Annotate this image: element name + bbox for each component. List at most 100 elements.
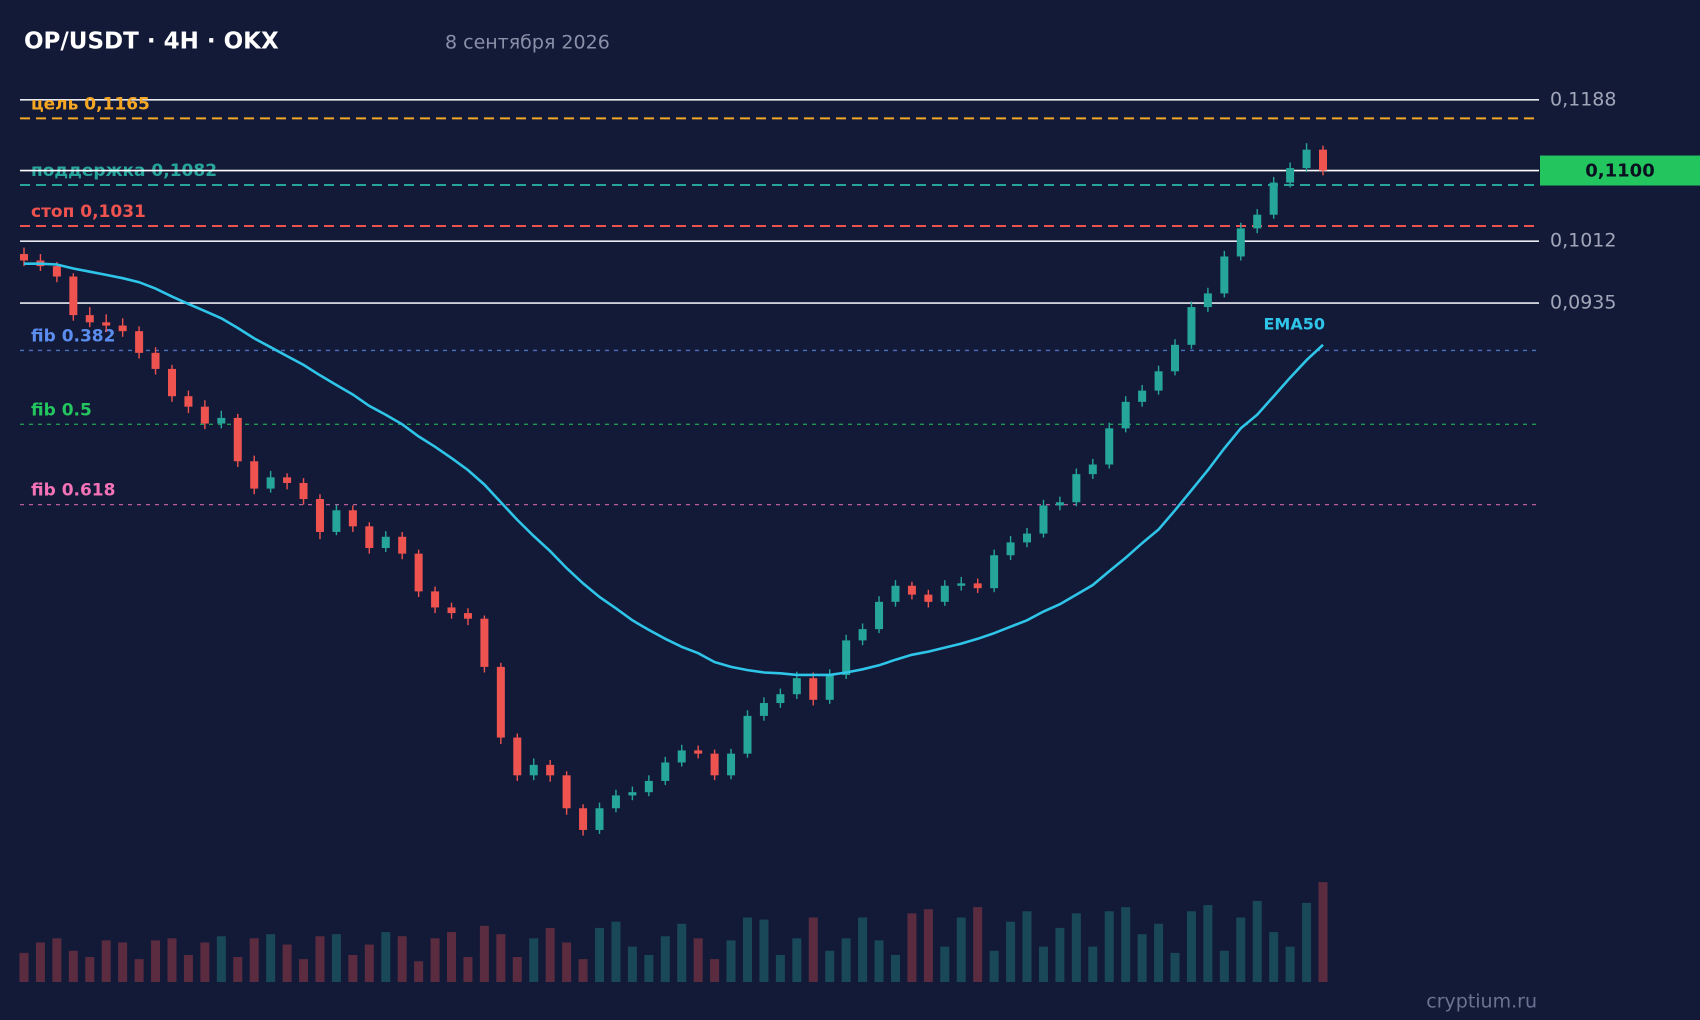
volume-bar <box>1154 923 1164 982</box>
volume-bar <box>1252 900 1262 982</box>
candle-body <box>266 477 275 489</box>
candle-body <box>1253 214 1262 229</box>
volume-bar <box>1022 911 1032 982</box>
candle-body <box>727 753 736 776</box>
volume-bar <box>1186 911 1196 982</box>
volume-bar <box>907 913 917 982</box>
volume-bar <box>414 961 424 982</box>
chart-title: OP/USDT · 4H · OKX <box>24 29 279 55</box>
candle-body <box>842 640 851 675</box>
candle-body <box>283 477 292 483</box>
candle-body <box>20 254 28 261</box>
volume-bar <box>578 959 588 982</box>
volume-bar <box>874 940 884 982</box>
candle-body <box>85 315 94 323</box>
candle-body <box>809 678 818 700</box>
volume-bar <box>808 917 818 982</box>
volume-bar <box>19 952 29 982</box>
candle-body <box>414 553 423 592</box>
candle-body <box>1088 464 1097 475</box>
volume-bar <box>858 917 868 982</box>
volume-bar <box>677 923 687 982</box>
volume-bar <box>1318 882 1328 982</box>
candle-body <box>496 666 505 738</box>
candle-body <box>447 607 456 614</box>
volume-bar <box>940 946 950 982</box>
candle-body <box>299 482 308 500</box>
volume-bar <box>348 954 358 982</box>
volume-bar <box>315 936 325 982</box>
candle-body <box>431 591 440 608</box>
volume-bar <box>1219 950 1229 982</box>
volume-bar <box>742 917 752 982</box>
volume-bar <box>52 938 62 982</box>
candle-body <box>151 352 160 369</box>
volume-bar <box>200 942 210 982</box>
candle-body <box>743 715 752 754</box>
candle-body <box>217 417 226 424</box>
volume-bar <box>1038 946 1048 982</box>
volume-bar <box>299 959 309 982</box>
volume-bar <box>1006 921 1016 982</box>
candle-body <box>1039 505 1048 534</box>
volume-bar <box>627 946 637 982</box>
volume-bar <box>989 950 999 982</box>
volume-bar <box>85 957 95 982</box>
candle-body <box>398 536 407 554</box>
candle-body <box>200 406 209 424</box>
volume-bar <box>282 944 292 982</box>
volume-bar <box>841 938 851 982</box>
y-tick-label: 0,0935 <box>1550 292 1616 314</box>
volume-bar <box>660 936 670 982</box>
volume-bar <box>1071 913 1081 982</box>
candle-body <box>480 618 489 667</box>
volume-bar <box>973 907 983 982</box>
candle-body <box>611 795 620 809</box>
candle-body <box>957 583 966 586</box>
candle-body <box>875 601 884 630</box>
candle-body <box>1072 474 1081 503</box>
candle-body <box>184 396 193 407</box>
candle-body <box>167 368 176 397</box>
volume-bar <box>1203 905 1213 982</box>
volume-bar <box>397 936 407 982</box>
volume-bar <box>68 950 78 982</box>
candle-body <box>1203 293 1212 308</box>
volume-bar <box>956 917 966 982</box>
volume-bar <box>710 959 720 982</box>
candle-body <box>1220 256 1229 294</box>
candle-body <box>990 555 999 589</box>
candle-body <box>52 266 61 277</box>
volume-bar <box>101 940 111 982</box>
volume-bar <box>216 936 226 982</box>
volume-bar <box>595 927 605 982</box>
level-label: fib 0.618 <box>31 481 115 501</box>
volume-bar <box>151 940 161 982</box>
volume-bar <box>167 938 177 982</box>
volume-bar <box>1088 946 1098 982</box>
volume-bar <box>1269 932 1279 982</box>
candle-body <box>381 536 390 549</box>
candle-body <box>694 750 703 754</box>
volume-bar <box>759 919 769 982</box>
level-label: fib 0.5 <box>31 400 92 420</box>
volume-bar <box>134 959 144 982</box>
last-price-label: 0,1100 <box>1585 161 1654 182</box>
chart-subtitle: 8 сентября 2026 <box>445 32 610 54</box>
volume-bar <box>726 940 736 982</box>
candle-body <box>891 585 900 602</box>
candle-body <box>1138 390 1147 402</box>
volume-bar <box>447 932 457 982</box>
ema-line <box>24 262 1324 677</box>
candle-body <box>529 764 538 776</box>
volume-bar <box>1302 902 1312 982</box>
candle-body <box>315 499 324 532</box>
level-label: стоп 0,1031 <box>31 202 146 222</box>
volume-bar <box>1137 934 1147 982</box>
candle-body <box>825 674 834 700</box>
volume-bar <box>35 942 45 982</box>
volume-bar <box>183 954 193 982</box>
volume-bar <box>496 934 506 982</box>
